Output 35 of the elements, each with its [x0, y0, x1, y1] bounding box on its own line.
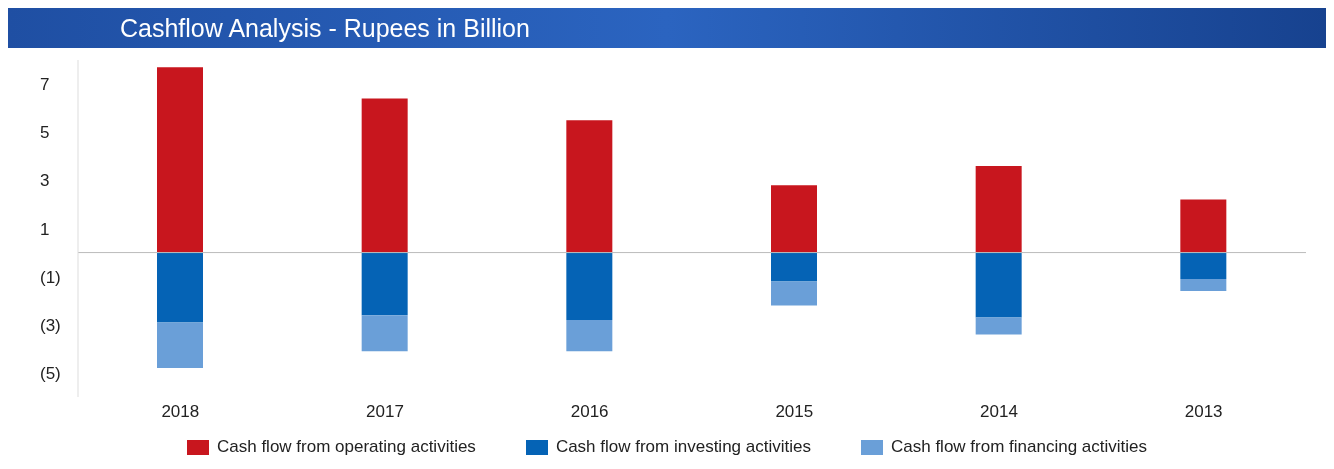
- bar: [1180, 199, 1227, 253]
- bar: [566, 319, 613, 352]
- bar: [771, 185, 817, 253]
- bar: [975, 252, 1022, 318]
- x-tick-label: 2014: [980, 402, 1018, 422]
- x-tick-label: 2017: [366, 402, 404, 422]
- bar: [361, 98, 408, 253]
- chart-title: Cashflow Analysis - Rupees in Billion: [8, 8, 1326, 48]
- bar: [1180, 252, 1227, 280]
- y-tick-label: 1: [40, 219, 50, 239]
- legend-label: Cash flow from investing activities: [555, 437, 811, 457]
- y-tick-label: (5): [40, 363, 61, 383]
- y-tick-label: 5: [40, 123, 50, 143]
- x-tick-label: 2016: [570, 402, 609, 422]
- bar: [975, 317, 1022, 335]
- legend-label: Cash flow from operating activities: [216, 437, 476, 457]
- bar: [157, 322, 203, 369]
- bar: [771, 252, 817, 282]
- bar: [771, 281, 817, 306]
- bar: [566, 120, 613, 253]
- x-tick-label: 2015: [775, 402, 814, 422]
- bar: [361, 315, 408, 352]
- x-tick-label: 2013: [1184, 402, 1223, 422]
- bar: [157, 252, 203, 323]
- y-tick-label: (1): [40, 267, 61, 287]
- bar: [361, 252, 408, 316]
- y-tick-label: (3): [40, 315, 61, 335]
- x-tick-label: 2018: [161, 402, 200, 422]
- bar: [1180, 279, 1227, 292]
- y-tick-label: 3: [40, 171, 50, 191]
- bar: [975, 165, 1022, 253]
- bar: [157, 67, 203, 253]
- legend-label: Cash flow from financing activities: [890, 437, 1148, 457]
- bar: [566, 252, 613, 320]
- y-tick-label: 7: [40, 75, 50, 95]
